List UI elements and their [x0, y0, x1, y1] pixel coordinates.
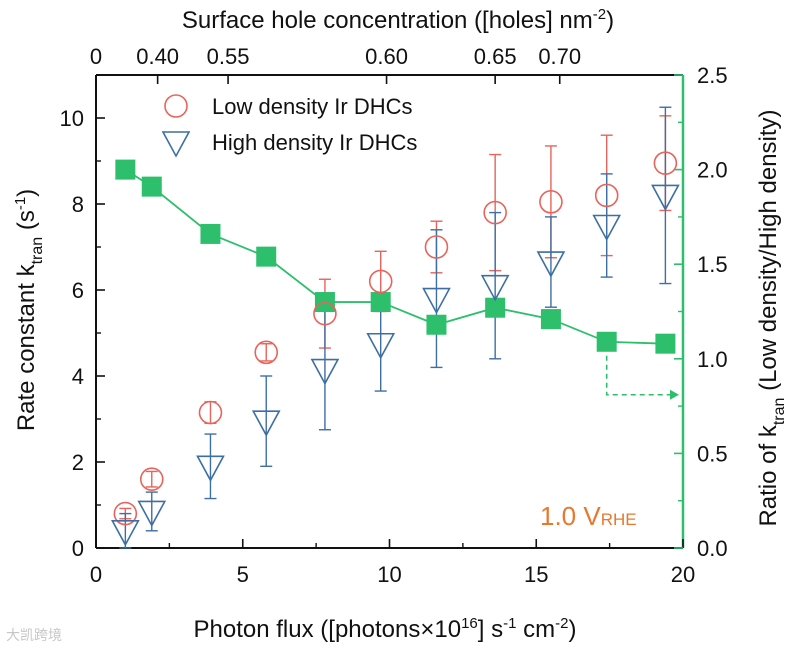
low-density-point	[424, 235, 449, 259]
top-tick-label: 0.40	[136, 44, 179, 69]
legend-marker-high	[161, 131, 191, 158]
ratio-point	[426, 314, 447, 335]
high-density-point	[651, 184, 680, 212]
high-density-point	[422, 287, 451, 315]
ratio-line	[124, 168, 666, 345]
legend-label-high: High density Ir DHCs	[212, 130, 417, 155]
top-tick-label: 0	[90, 44, 102, 69]
ratio-axis-arrow	[605, 355, 673, 396]
high-density-point	[592, 214, 622, 242]
low-density-point	[483, 200, 507, 225]
low-density-point	[254, 340, 279, 365]
top-tick-label: 0.60	[365, 44, 408, 69]
y2-tick-label: 1.0	[697, 347, 728, 372]
high-density-point	[310, 358, 340, 386]
ratio-point	[596, 331, 617, 352]
legend-marker-low	[164, 94, 188, 118]
high-density-point	[196, 455, 225, 482]
high-density-point	[366, 332, 396, 360]
x-tick-label: 15	[524, 562, 548, 587]
x-tick-label: 5	[237, 562, 249, 587]
high-density-point	[536, 251, 566, 278]
y2-tick-label: 2.5	[697, 63, 728, 88]
top-axis-title: Surface hole concentration ([holes] nm-2…	[182, 6, 614, 34]
ratio-point	[256, 246, 277, 267]
low-density-point	[313, 301, 337, 326]
y-tick-label: 2	[72, 450, 84, 475]
low-density-point	[113, 501, 138, 526]
y-tick-label: 10	[60, 106, 84, 131]
high-density-point	[251, 410, 281, 437]
top-tick-label: 0.70	[538, 44, 581, 69]
y-tick-label: 0	[72, 536, 84, 561]
ratio-point	[141, 176, 162, 197]
low-density-point	[594, 183, 619, 208]
x-axis-title: Photon flux ([photons×1016] s-1 cm-2)	[194, 615, 577, 643]
low-density-point	[653, 151, 678, 175]
high-density-point	[137, 500, 167, 528]
potential-annotation: 1.0 VRHE	[540, 501, 637, 531]
y2-tick-label: 0.0	[697, 536, 728, 561]
y-tick-label: 4	[72, 364, 84, 389]
y2-tick-label: 0.5	[697, 441, 728, 466]
high-density-point	[111, 520, 140, 547]
legend-label-low: Low density Ir DHCs	[212, 94, 413, 119]
low-density-point	[368, 269, 393, 294]
ratio-point	[540, 309, 561, 330]
y-tick-label: 8	[72, 192, 84, 217]
x-tick-label: 10	[377, 562, 401, 587]
x-tick-label: 0	[90, 562, 102, 587]
y2-tick-label: 1.5	[697, 252, 728, 277]
top-tick-label: 0.65	[474, 44, 517, 69]
ratio-point	[200, 223, 221, 244]
low-density-point	[198, 400, 223, 425]
low-density-point	[539, 190, 563, 214]
watermark: 大凯跨境	[6, 627, 62, 643]
y2-axis-title: Ratio of ktran (Low density/High density…	[755, 109, 788, 526]
x-tick-label: 20	[671, 562, 695, 587]
ratio-point	[655, 333, 676, 354]
ratio-axis-arrow-head	[670, 389, 679, 400]
high-density-point	[480, 274, 510, 302]
ratio-point	[115, 159, 136, 180]
legend: Low density Ir DHCs High density Ir DHCs	[161, 94, 417, 158]
y-axis-title: Rate constant ktran (s-1)	[12, 189, 46, 431]
ratio-point	[370, 292, 391, 313]
y-tick-label: 6	[72, 278, 84, 303]
y2-tick-label: 2.0	[697, 158, 728, 183]
low-density-point	[139, 467, 164, 492]
plot-area: 0 5 10 15 20 0 0.40 0.55 0.60 0.65 0.70 0 2 4 6 8 10 0.0 0…	[60, 44, 728, 587]
top-tick-label: 0.55	[207, 44, 250, 69]
ratio-point	[485, 297, 506, 318]
